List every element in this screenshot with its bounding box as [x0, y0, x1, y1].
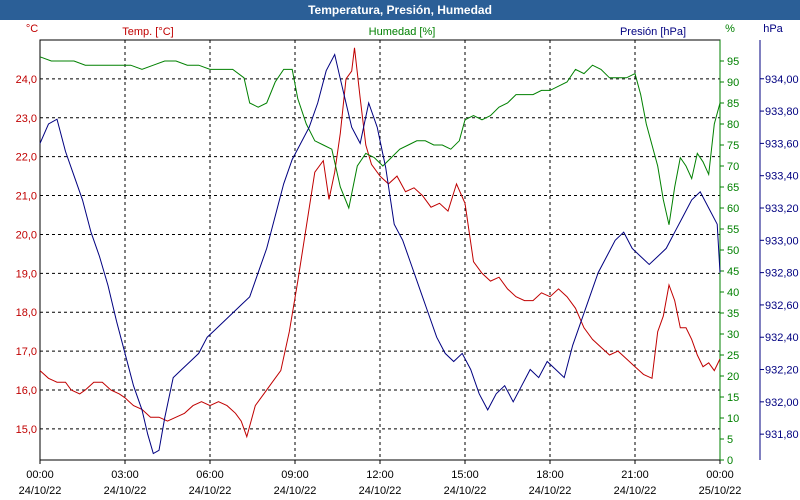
humidity-tick-label: 95 [727, 56, 739, 68]
temp-tick-label: 21,0 [16, 191, 37, 203]
pressure-tick-label: 933,80 [765, 106, 799, 118]
temp-tick-label: 19,0 [16, 268, 37, 280]
x-tick-label-date: 24/10/22 [274, 485, 317, 497]
humidity-tick-label: 15 [727, 392, 739, 404]
humidity-tick-label: 90 [727, 77, 739, 89]
temp-tick-label: 18,0 [16, 307, 37, 319]
pressure-tick-label: 932,40 [765, 332, 799, 344]
x-tick-label-time: 00:00 [26, 469, 54, 481]
humidity-tick-label: 70 [727, 161, 739, 173]
x-tick-label-date: 24/10/22 [19, 485, 62, 497]
pressure-tick-label: 932,00 [765, 397, 799, 409]
humidity-tick-label: 45 [727, 266, 739, 278]
humidity-tick-label: 85 [727, 98, 739, 110]
pressure-tick-label: 932,80 [765, 268, 799, 280]
x-tick-label-time: 18:00 [536, 469, 564, 481]
pressure-tick-label: 932,60 [765, 300, 799, 312]
temp-tick-label: 20,0 [16, 229, 37, 241]
pressure-tick-label: 934,00 [765, 74, 799, 86]
pressure-tick-label: 933,20 [765, 203, 799, 215]
x-tick-label-time: 03:00 [111, 469, 139, 481]
pressure-tick-label: 932,20 [765, 365, 799, 377]
series-line-hum [39, 56, 721, 225]
temp-tick-label: 22,0 [16, 152, 37, 164]
x-tick-label-date: 25/10/22 [699, 485, 742, 497]
humidity-tick-label: 20 [727, 371, 739, 383]
temp-unit-label: °C [26, 23, 38, 35]
temp-tick-label: 15,0 [16, 424, 37, 436]
pressure-tick-label: 933,40 [765, 171, 799, 183]
x-tick-label-date: 24/10/22 [359, 485, 402, 497]
x-tick-label-time: 06:00 [196, 469, 224, 481]
humidity-tick-label: 0 [727, 455, 733, 467]
x-tick-label-time: 00:00 [706, 469, 734, 481]
axes: 00:00 24/10/22 03:00 24/10/22 06:00 24/10/22 0… [16, 23, 799, 497]
humidity-tick-label: 80 [727, 119, 739, 131]
x-tick-label-time: 12:00 [366, 469, 394, 481]
temp-tick-label: 16,0 [16, 385, 37, 397]
weather-chart: 00:00 24/10/22 03:00 24/10/22 06:00 24/10/22 0… [16, 23, 799, 497]
series-line-temp [39, 47, 721, 439]
humidity-tick-label: 75 [727, 140, 739, 152]
humidity-tick-label: 60 [727, 203, 739, 215]
pressure-tick-label: 933,00 [765, 235, 799, 247]
x-tick-label-date: 24/10/22 [189, 485, 232, 497]
humidity-tick-label: 65 [727, 182, 739, 194]
temp-tick-label: 17,0 [16, 346, 37, 358]
humidity-tick-label: 25 [727, 350, 739, 362]
pressure-tick-label: 933,60 [765, 138, 799, 150]
x-tick-label-time: 15:00 [451, 469, 479, 481]
humidity-unit-label: % [725, 23, 735, 35]
x-tick-label-date: 24/10/22 [529, 485, 572, 497]
series-line-pres [39, 53, 721, 455]
series-label: Humedad [%] [369, 26, 436, 38]
x-tick-label-date: 24/10/22 [104, 485, 147, 497]
temp-tick-label: 23,0 [16, 113, 37, 125]
x-tick-label-time: 21:00 [621, 469, 649, 481]
humidity-tick-label: 5 [727, 434, 733, 446]
x-tick-label-time: 09:00 [281, 469, 309, 481]
humidity-tick-label: 35 [727, 308, 739, 320]
series-group [39, 47, 721, 455]
humidity-tick-label: 55 [727, 224, 739, 236]
series-label: Presión [hPa] [620, 26, 686, 38]
pressure-unit-label: hPa [763, 23, 783, 35]
grid [40, 40, 720, 460]
humidity-tick-label: 10 [727, 413, 739, 425]
temp-tick-label: 24,0 [16, 74, 37, 86]
pressure-tick-label: 931,80 [765, 429, 799, 441]
humidity-tick-label: 50 [727, 245, 739, 257]
chart-title: Temperatura, Presión, Humedad [0, 0, 800, 20]
humidity-tick-label: 30 [727, 329, 739, 341]
x-tick-label-date: 24/10/22 [614, 485, 657, 497]
x-tick-label-date: 24/10/22 [444, 485, 487, 497]
humidity-tick-label: 40 [727, 287, 739, 299]
series-label: Temp. [°C] [122, 26, 173, 38]
